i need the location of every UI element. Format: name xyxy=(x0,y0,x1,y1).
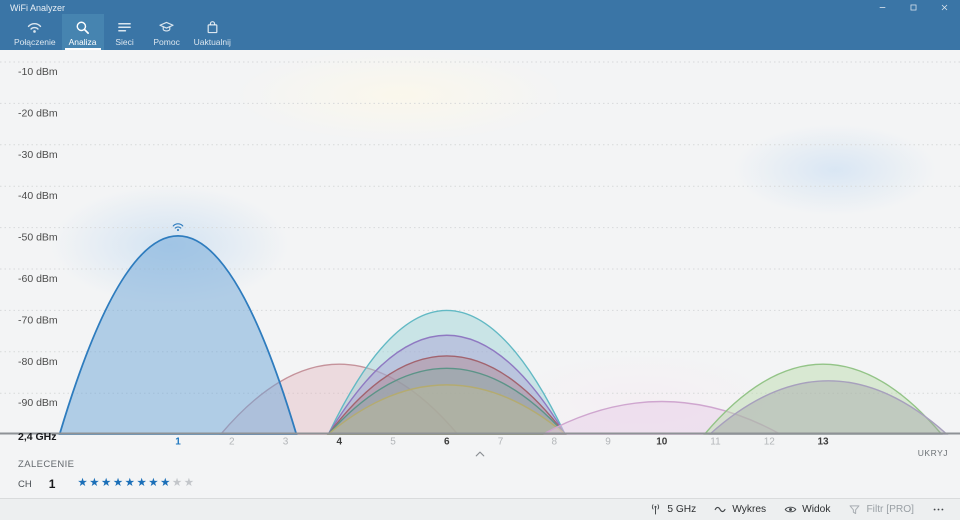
channel-tick-7: 7 xyxy=(498,437,504,448)
star-filled: ★ xyxy=(124,477,137,490)
recommendation-row: CH 1 ★★★★★★★★★★ xyxy=(18,477,196,491)
channel-tick-9: 9 xyxy=(605,437,611,448)
search-icon xyxy=(76,21,90,34)
band-label: 2,4 GHz xyxy=(18,431,57,443)
channel-tick-10: 10 xyxy=(656,437,668,448)
recommendation-title: ZALECENIE xyxy=(18,459,75,470)
channel-tick-4: 4 xyxy=(336,437,342,448)
statusbar-label: 5 GHz xyxy=(667,504,697,515)
star-filled: ★ xyxy=(148,477,161,490)
channel-tick-6: 6 xyxy=(444,437,450,448)
y-axis-tick-label: -50 dBm xyxy=(18,232,58,244)
shopping-bag-icon xyxy=(207,21,218,34)
network-curve-ch6[interactable] xyxy=(327,309,567,435)
window-controls xyxy=(867,0,960,15)
tab-label: Sieci xyxy=(115,37,134,47)
tab-pomoc[interactable]: Pomoc xyxy=(146,14,188,50)
network-curve-ch6[interactable] xyxy=(326,367,567,435)
star-filled: ★ xyxy=(89,477,102,490)
star-filled: ★ xyxy=(136,477,149,490)
channel-rating-stars: ★★★★★★★★★★ xyxy=(77,478,195,490)
channel-tick-1: 1 xyxy=(175,437,181,448)
statusbar-label: Widok xyxy=(802,504,831,515)
recommendation-channel-value: 1 xyxy=(48,477,56,491)
star-filled: ★ xyxy=(160,477,172,490)
network-curve-ch13.1[interactable] xyxy=(708,380,949,435)
y-axis-tick-label: -70 dBm xyxy=(18,314,58,326)
window-title: WiFi Analyzer xyxy=(10,3,66,13)
tab-uaktualnij[interactable]: Uaktualnij xyxy=(188,14,237,50)
graduation-cap-icon xyxy=(159,21,174,32)
eye-icon xyxy=(784,506,797,513)
wave-icon xyxy=(714,506,726,513)
tab-label: Uaktualnij xyxy=(193,37,231,47)
y-axis-tick-label: -20 dBm xyxy=(18,107,58,119)
maximize-button[interactable] xyxy=(898,0,929,15)
statusbar-filtr-pro-button[interactable]: Filtr [PRO] xyxy=(839,499,923,520)
y-axis-tick-label: -80 dBm xyxy=(18,356,58,368)
star-filled: ★ xyxy=(101,477,113,490)
star-filled: ★ xyxy=(112,477,125,490)
channel-tick-13: 13 xyxy=(817,437,829,448)
y-axis-tick-label: -40 dBm xyxy=(18,190,58,202)
status-bar: 5 GHz Wykres Widok Filtr [PRO] xyxy=(0,498,960,520)
antenna-icon xyxy=(652,504,660,515)
recommendation-channel-label: CH xyxy=(18,478,32,490)
network-curve-ch13[interactable] xyxy=(703,363,943,435)
channel-tick-2: 2 xyxy=(229,437,235,448)
star-empty: ★ xyxy=(171,477,184,490)
recommendation-panel: ZALECENIE CH 1 ★★★★★★★★★★ xyxy=(18,459,196,491)
network-curve-ch6[interactable] xyxy=(326,384,567,435)
more-icon xyxy=(933,508,944,511)
expand-recommendation-button[interactable] xyxy=(466,447,494,463)
list-icon xyxy=(118,23,131,32)
y-axis-tick-label: -30 dBm xyxy=(18,149,58,161)
close-icon xyxy=(941,4,948,11)
statusbar-widok-button[interactable]: Widok xyxy=(775,499,839,520)
maximize-icon xyxy=(910,4,917,11)
statusbar-more-button[interactable] xyxy=(923,499,954,520)
statusbar-label: Wykres xyxy=(732,504,767,515)
hide-networks-button[interactable]: UKRYJ xyxy=(917,448,948,458)
statusbar-label: Filtr [PRO] xyxy=(866,504,914,515)
wifi-icon xyxy=(28,23,42,33)
y-axis-tick-label: -10 dBm xyxy=(18,66,58,78)
chevron-up-icon xyxy=(475,451,485,456)
tab-polaczenie[interactable]: Połączenie xyxy=(8,14,62,50)
y-axis-tick-label: -90 dBm xyxy=(18,397,58,409)
channel-tick-11: 11 xyxy=(710,437,721,448)
y-axis-tick-label: -60 dBm xyxy=(18,273,58,285)
tab-label: Analiza xyxy=(68,37,97,47)
tab-bar: Połączenie Analiza Sieci Pomoc Uaktualnij xyxy=(8,14,237,50)
header: WiFi Analyzer Połączenie Analiza Sieci Pomo… xyxy=(0,0,960,50)
network-curve-ch1[interactable] xyxy=(58,235,298,435)
channel-tick-5: 5 xyxy=(390,437,396,448)
statusbar-band-5ghz-button[interactable]: 5 GHz xyxy=(640,499,705,520)
channel-tick-12: 12 xyxy=(764,437,776,448)
tab-analiza[interactable]: Analiza xyxy=(61,14,104,50)
tab-label: Połączenie xyxy=(14,37,56,47)
network-curve-ch6[interactable] xyxy=(327,355,567,435)
tab-sieci[interactable]: Sieci xyxy=(104,14,146,50)
tab-label: Pomoc xyxy=(153,37,180,47)
minimize-button[interactable] xyxy=(867,0,898,15)
star-filled: ★ xyxy=(77,477,90,490)
filter-icon xyxy=(849,505,860,515)
minimize-icon xyxy=(879,7,886,8)
connected-wifi-icon xyxy=(172,223,184,232)
channel-tick-3: 3 xyxy=(283,437,289,448)
channel-tick-8: 8 xyxy=(551,437,557,448)
star-empty: ★ xyxy=(183,477,196,490)
statusbar-wykres-button[interactable]: Wykres xyxy=(705,499,775,520)
close-button[interactable] xyxy=(929,0,960,15)
